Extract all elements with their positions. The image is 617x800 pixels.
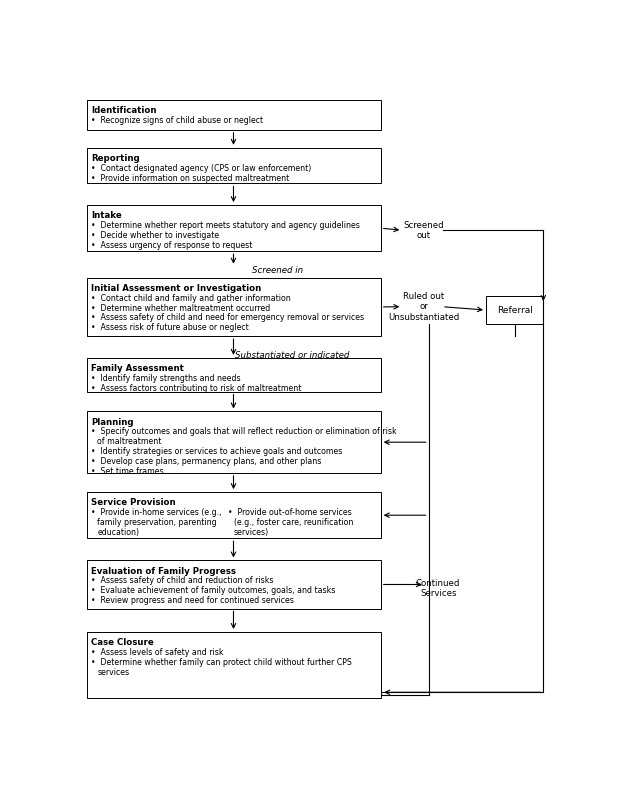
Text: Substantiated or indicated: Substantiated or indicated bbox=[235, 351, 349, 361]
Text: of maltreatment: of maltreatment bbox=[97, 438, 162, 446]
Text: •  Decide whether to investigate: • Decide whether to investigate bbox=[91, 231, 220, 240]
FancyBboxPatch shape bbox=[86, 492, 381, 538]
FancyBboxPatch shape bbox=[86, 148, 381, 183]
Text: Screened
out: Screened out bbox=[404, 221, 444, 240]
Text: •  Provide in-home services (e.g.,: • Provide in-home services (e.g., bbox=[91, 508, 222, 517]
Text: •  Identify strategies or services to achieve goals and outcomes: • Identify strategies or services to ach… bbox=[91, 447, 343, 456]
Text: Continued
Services: Continued Services bbox=[416, 579, 460, 598]
Text: Reporting: Reporting bbox=[91, 154, 140, 163]
FancyBboxPatch shape bbox=[86, 358, 381, 392]
Text: •  Determine whether family can protect child without further CPS: • Determine whether family can protect c… bbox=[91, 658, 352, 666]
Text: •  Evaluate achievement of family outcomes, goals, and tasks: • Evaluate achievement of family outcome… bbox=[91, 586, 336, 595]
Text: Initial Assessment or Investigation: Initial Assessment or Investigation bbox=[91, 284, 262, 293]
Text: •  Identify family strengths and needs: • Identify family strengths and needs bbox=[91, 374, 241, 383]
Text: •  Assess urgency of response to request: • Assess urgency of response to request bbox=[91, 241, 253, 250]
Text: (e.g., foster care, reunification: (e.g., foster care, reunification bbox=[234, 518, 353, 527]
Text: Planning: Planning bbox=[91, 418, 134, 426]
Text: Intake: Intake bbox=[91, 211, 122, 220]
Text: Identification: Identification bbox=[91, 106, 157, 115]
Text: Ruled out
or
Unsubstantiated: Ruled out or Unsubstantiated bbox=[388, 292, 460, 322]
FancyBboxPatch shape bbox=[86, 561, 381, 609]
Text: •  Determine whether maltreatment occurred: • Determine whether maltreatment occurre… bbox=[91, 303, 271, 313]
Text: education): education) bbox=[97, 528, 139, 537]
Text: •  Assess safety of child and need for emergency removal or services: • Assess safety of child and need for em… bbox=[91, 314, 365, 322]
Text: •  Assess risk of future abuse or neglect: • Assess risk of future abuse or neglect bbox=[91, 323, 249, 332]
Text: •  Develop case plans, permanency plans, and other plans: • Develop case plans, permanency plans, … bbox=[91, 457, 322, 466]
Text: •  Provide out-of-home services: • Provide out-of-home services bbox=[228, 508, 352, 517]
Text: •  Assess safety of child and reduction of risks: • Assess safety of child and reduction o… bbox=[91, 577, 274, 586]
FancyBboxPatch shape bbox=[86, 100, 381, 130]
Text: services: services bbox=[97, 668, 130, 677]
Text: •  Determine whether report meets statutory and agency guidelines: • Determine whether report meets statuto… bbox=[91, 221, 360, 230]
Text: •  Contact child and family and gather information: • Contact child and family and gather in… bbox=[91, 294, 291, 302]
Text: •  Assess levels of safety and risk: • Assess levels of safety and risk bbox=[91, 648, 224, 657]
Text: Evaluation of Family Progress: Evaluation of Family Progress bbox=[91, 566, 236, 576]
FancyBboxPatch shape bbox=[86, 411, 381, 473]
FancyBboxPatch shape bbox=[486, 296, 544, 324]
FancyBboxPatch shape bbox=[86, 278, 381, 336]
Text: family preservation, parenting: family preservation, parenting bbox=[97, 518, 217, 527]
Text: •  Assess factors contributing to risk of maltreatment: • Assess factors contributing to risk of… bbox=[91, 384, 302, 393]
FancyBboxPatch shape bbox=[86, 632, 381, 698]
Text: Screened in: Screened in bbox=[252, 266, 304, 275]
Text: Case Closure: Case Closure bbox=[91, 638, 154, 647]
Text: •  Recognize signs of child abuse or neglect: • Recognize signs of child abuse or negl… bbox=[91, 116, 263, 126]
Text: •  Contact designated agency (CPS or law enforcement): • Contact designated agency (CPS or law … bbox=[91, 164, 312, 173]
Text: Family Assessment: Family Assessment bbox=[91, 364, 184, 373]
Text: Service Provision: Service Provision bbox=[91, 498, 176, 507]
Text: services): services) bbox=[234, 528, 269, 537]
FancyBboxPatch shape bbox=[86, 205, 381, 251]
Text: •  Specify outcomes and goals that will reflect reduction or elimination of risk: • Specify outcomes and goals that will r… bbox=[91, 427, 397, 437]
Text: •  Review progress and need for continued services: • Review progress and need for continued… bbox=[91, 596, 294, 605]
Text: Referral: Referral bbox=[497, 306, 532, 314]
Text: •  Set time frames: • Set time frames bbox=[91, 467, 164, 476]
Text: •  Provide information on suspected maltreatment: • Provide information on suspected maltr… bbox=[91, 174, 290, 182]
